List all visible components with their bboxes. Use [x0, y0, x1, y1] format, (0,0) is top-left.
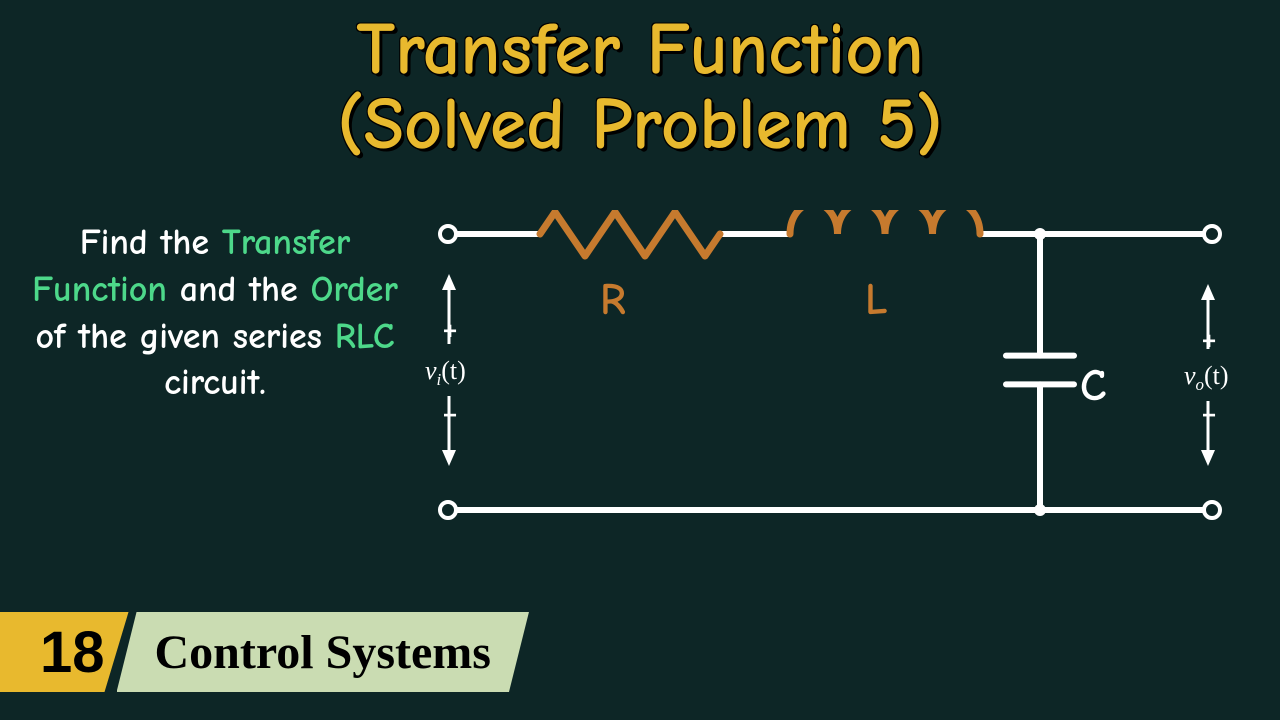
lesson-topic-badge: Control Systems	[117, 612, 529, 692]
inductor-label: L	[865, 274, 888, 325]
circuit-svg	[420, 210, 1240, 550]
footer: 18 Control Systems	[0, 612, 529, 692]
problem-statement: Find the Transfer Function and the Order…	[30, 220, 400, 407]
vin-plus-sign: +	[443, 318, 457, 346]
title-line2: (Solved Problem 5)	[0, 87, 1280, 162]
capacitor-label: C	[1080, 360, 1106, 411]
circuit-diagram: R L C vi(t) vo(t) + − + −	[420, 210, 1240, 550]
vout-label: vo(t)	[1184, 361, 1229, 395]
resistor-label: R	[600, 274, 626, 325]
vin-minus-sign: −	[443, 402, 457, 430]
vout-plus-sign: +	[1202, 328, 1216, 356]
vin-label: vi(t)	[425, 356, 466, 390]
vout-minus-sign: −	[1202, 402, 1216, 430]
title-line1: Transfer Function	[0, 12, 1280, 87]
title: Transfer Function (Solved Problem 5)	[0, 12, 1280, 163]
lesson-number-badge: 18	[0, 612, 129, 692]
